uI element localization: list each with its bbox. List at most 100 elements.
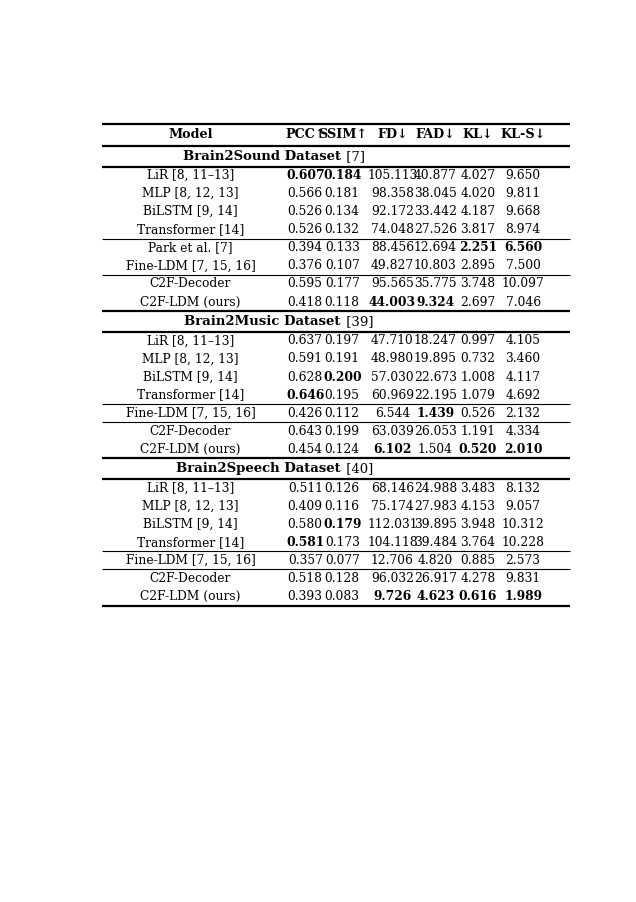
Text: PCC↑: PCC↑ — [285, 128, 326, 141]
Text: 0.418: 0.418 — [287, 296, 323, 308]
Text: LiR [8, 11–13]: LiR [8, 11–13] — [147, 482, 234, 494]
Text: 0.118: 0.118 — [325, 296, 360, 308]
Text: 0.199: 0.199 — [324, 425, 360, 437]
Text: 47.710: 47.710 — [371, 335, 414, 347]
Text: 4.187: 4.187 — [460, 206, 495, 218]
Text: C2F-Decoder: C2F-Decoder — [149, 425, 231, 437]
Text: 75.174: 75.174 — [371, 500, 414, 512]
Text: 0.628: 0.628 — [287, 371, 323, 383]
Text: 10.097: 10.097 — [502, 278, 544, 290]
Text: 88.456: 88.456 — [371, 242, 414, 254]
Text: 27.983: 27.983 — [414, 500, 457, 512]
Text: 39.484: 39.484 — [414, 536, 457, 548]
Text: 9.811: 9.811 — [506, 188, 541, 200]
Text: MLP [8, 12, 13]: MLP [8, 12, 13] — [142, 353, 238, 365]
Text: 0.526: 0.526 — [287, 224, 323, 236]
Text: 2.573: 2.573 — [506, 554, 541, 566]
Text: 2.132: 2.132 — [506, 407, 541, 419]
Text: 7.046: 7.046 — [506, 296, 541, 308]
Text: 26.917: 26.917 — [414, 572, 457, 584]
Text: FAD↓: FAD↓ — [415, 128, 455, 141]
Text: Transformer [14]: Transformer [14] — [137, 536, 244, 548]
Text: 44.003: 44.003 — [369, 296, 416, 308]
Text: 4.820: 4.820 — [418, 554, 453, 566]
Text: SSIM↑: SSIM↑ — [318, 128, 367, 141]
Text: MLP [8, 12, 13]: MLP [8, 12, 13] — [142, 188, 238, 200]
Text: 104.118: 104.118 — [367, 536, 418, 548]
Text: 22.195: 22.195 — [414, 389, 457, 401]
Text: C2F-LDM (ours): C2F-LDM (ours) — [140, 590, 240, 603]
Text: Brain2Sound Dataset: Brain2Sound Dataset — [183, 150, 341, 162]
Text: 0.581: 0.581 — [286, 536, 324, 548]
Text: 0.116: 0.116 — [325, 500, 360, 512]
Text: 0.566: 0.566 — [287, 188, 323, 200]
Text: 0.885: 0.885 — [460, 554, 495, 566]
Text: 4.278: 4.278 — [460, 572, 495, 584]
Text: 0.426: 0.426 — [287, 407, 323, 419]
Text: 1.008: 1.008 — [460, 371, 495, 383]
Text: 0.181: 0.181 — [325, 188, 360, 200]
Text: 0.107: 0.107 — [325, 260, 359, 272]
Text: C2F-Decoder: C2F-Decoder — [149, 572, 231, 584]
Text: 63.039: 63.039 — [371, 425, 414, 437]
Text: 0.454: 0.454 — [287, 443, 323, 456]
Text: 0.394: 0.394 — [287, 242, 323, 254]
Text: 4.105: 4.105 — [506, 335, 541, 347]
Text: 0.077: 0.077 — [325, 554, 359, 566]
Text: 0.357: 0.357 — [288, 554, 322, 566]
Text: 9.057: 9.057 — [506, 500, 541, 512]
Text: 48.980: 48.980 — [371, 353, 414, 365]
Text: 96.032: 96.032 — [371, 572, 414, 584]
Text: 0.580: 0.580 — [287, 518, 322, 530]
Text: 9.324: 9.324 — [417, 296, 455, 308]
Text: 9.726: 9.726 — [373, 590, 411, 603]
Text: 0.197: 0.197 — [325, 335, 360, 347]
Text: LiR [8, 11–13]: LiR [8, 11–13] — [147, 169, 234, 182]
Text: 27.526: 27.526 — [414, 224, 457, 236]
Text: 10.312: 10.312 — [502, 518, 544, 530]
Text: KL↓: KL↓ — [462, 128, 493, 141]
Text: 68.146: 68.146 — [371, 482, 414, 494]
Text: Fine-LDM [7, 15, 16]: Fine-LDM [7, 15, 16] — [125, 260, 255, 272]
Text: 38.045: 38.045 — [414, 188, 457, 200]
Text: Brain2Music Dataset: Brain2Music Dataset — [184, 315, 341, 328]
Text: BiLSTM [9, 14]: BiLSTM [9, 14] — [143, 371, 238, 383]
Text: 2.010: 2.010 — [504, 443, 543, 456]
Text: 6.102: 6.102 — [373, 443, 411, 456]
Text: BiLSTM [9, 14]: BiLSTM [9, 14] — [143, 518, 238, 530]
Text: 105.113: 105.113 — [368, 169, 418, 182]
Text: 60.969: 60.969 — [371, 389, 414, 401]
Text: 4.623: 4.623 — [416, 590, 455, 603]
Text: 0.112: 0.112 — [325, 407, 360, 419]
Text: 49.827: 49.827 — [371, 260, 414, 272]
Text: BiLSTM [9, 14]: BiLSTM [9, 14] — [143, 206, 238, 218]
Text: 0.195: 0.195 — [325, 389, 360, 401]
Text: 1.191: 1.191 — [460, 425, 495, 437]
Text: 10.803: 10.803 — [414, 260, 457, 272]
Text: 4.020: 4.020 — [460, 188, 495, 200]
Text: 24.988: 24.988 — [414, 482, 457, 494]
Text: 0.173: 0.173 — [325, 536, 359, 548]
Text: 0.591: 0.591 — [287, 353, 322, 365]
Text: LiR [8, 11–13]: LiR [8, 11–13] — [147, 335, 234, 347]
Text: 0.133: 0.133 — [325, 242, 359, 254]
Text: 0.128: 0.128 — [324, 572, 360, 584]
Text: 0.643: 0.643 — [287, 425, 323, 437]
Text: 22.673: 22.673 — [414, 371, 457, 383]
Text: Transformer [14]: Transformer [14] — [137, 389, 244, 401]
Text: 0.126: 0.126 — [324, 482, 360, 494]
Text: 112.031: 112.031 — [367, 518, 418, 530]
Text: 12.694: 12.694 — [414, 242, 457, 254]
Text: 4.027: 4.027 — [460, 169, 495, 182]
Text: 3.483: 3.483 — [460, 482, 495, 494]
Text: Fine-LDM [7, 15, 16]: Fine-LDM [7, 15, 16] — [125, 554, 255, 566]
Text: 3.817: 3.817 — [460, 224, 495, 236]
Text: 0.518: 0.518 — [287, 572, 322, 584]
Text: 98.358: 98.358 — [371, 188, 414, 200]
Text: MLP [8, 12, 13]: MLP [8, 12, 13] — [142, 500, 238, 512]
Text: C2F-LDM (ours): C2F-LDM (ours) — [140, 443, 240, 456]
Text: 0.200: 0.200 — [323, 371, 361, 383]
Text: 12.706: 12.706 — [371, 554, 414, 566]
Text: 0.409: 0.409 — [287, 500, 323, 512]
Text: 39.895: 39.895 — [414, 518, 457, 530]
